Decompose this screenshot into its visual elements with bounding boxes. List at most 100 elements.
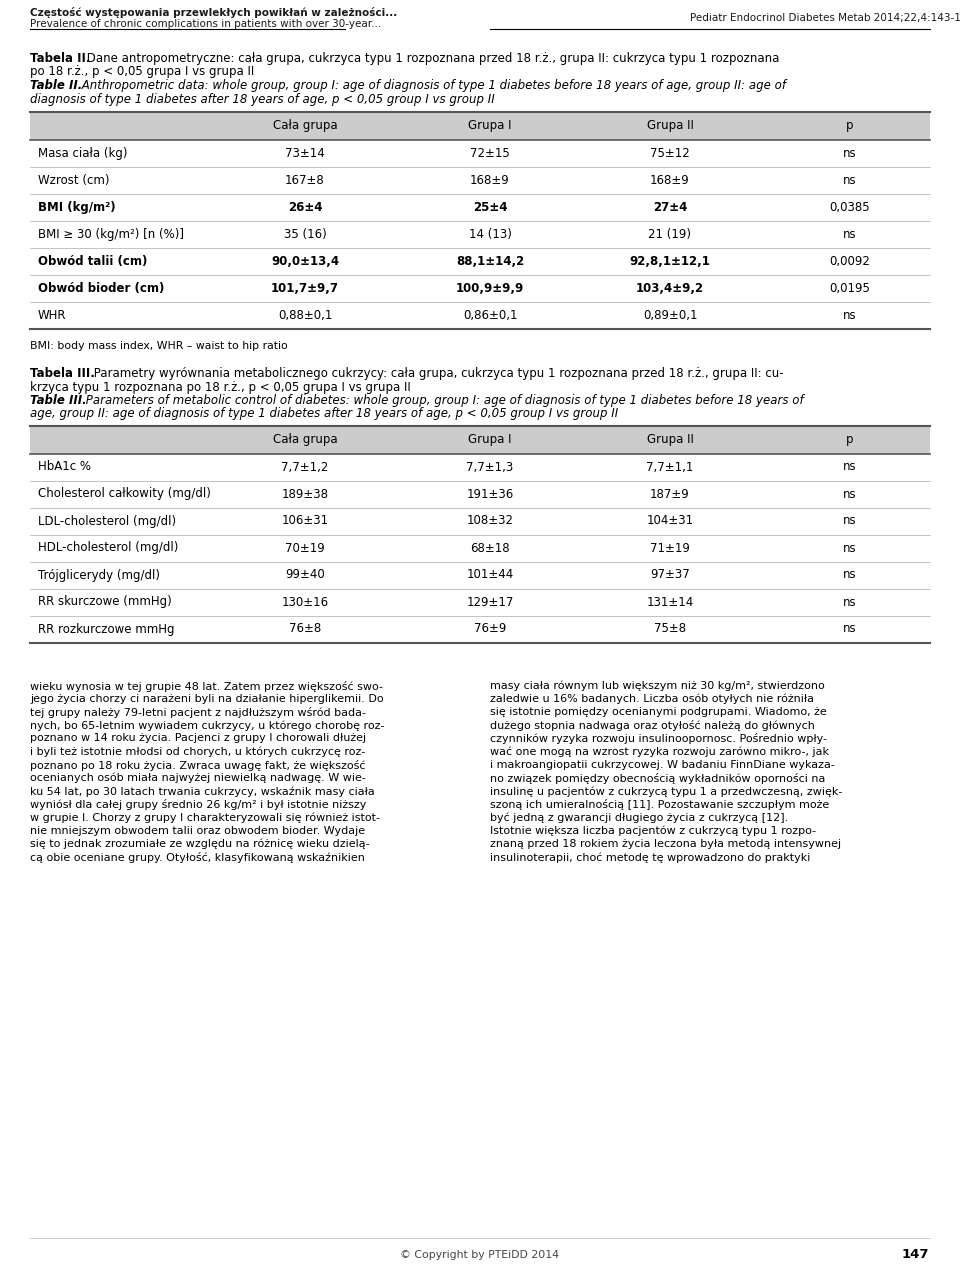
Bar xyxy=(30,481,930,507)
Text: 27±4: 27±4 xyxy=(653,201,687,214)
Text: Table II.: Table II. xyxy=(30,78,83,92)
Text: 88,1±14,2: 88,1±14,2 xyxy=(456,256,524,268)
Text: 7,7±1,3: 7,7±1,3 xyxy=(467,460,514,473)
Text: p: p xyxy=(847,433,853,447)
Text: 147: 147 xyxy=(901,1249,928,1261)
Bar xyxy=(30,453,930,481)
Text: ns: ns xyxy=(843,515,857,528)
Text: 101±44: 101±44 xyxy=(467,568,514,582)
Text: Obwód talii (cm): Obwód talii (cm) xyxy=(38,256,148,268)
Text: 130±16: 130±16 xyxy=(281,596,328,608)
Text: 75±12: 75±12 xyxy=(650,147,690,159)
Text: 72±15: 72±15 xyxy=(470,147,510,159)
Text: i byli też istotnie młodsi od chorych, u których cukrzycę roz-: i byli też istotnie młodsi od chorych, u… xyxy=(30,746,366,756)
Text: 71±19: 71±19 xyxy=(650,541,690,554)
Text: krzyca typu 1 rozpoznana po 18 r.ż., p < 0,05 grupa I vs grupa II: krzyca typu 1 rozpoznana po 18 r.ż., p <… xyxy=(30,381,411,393)
Bar xyxy=(30,562,930,588)
Text: 99±40: 99±40 xyxy=(285,568,324,582)
Text: wać one mogą na wzrost ryzyka rozwoju zarówno mikro-, jak: wać one mogą na wzrost ryzyka rozwoju za… xyxy=(490,746,829,756)
Text: RR skurczowe (mmHg): RR skurczowe (mmHg) xyxy=(38,596,172,608)
Text: Pediatr Endocrinol Diabetes Metab 2014;22,4:143-151: Pediatr Endocrinol Diabetes Metab 2014;2… xyxy=(690,13,960,23)
Text: jego życia chorzy ci narażeni byli na działanie hiperglikemii. Do: jego życia chorzy ci narażeni byli na dz… xyxy=(30,693,384,703)
Bar xyxy=(30,140,930,167)
Bar xyxy=(30,616,930,643)
Text: 0,89±0,1: 0,89±0,1 xyxy=(643,309,697,323)
Text: 189±38: 189±38 xyxy=(281,487,328,501)
Text: 0,88±0,1: 0,88±0,1 xyxy=(277,309,332,323)
Text: ns: ns xyxy=(843,568,857,582)
Bar xyxy=(30,221,930,248)
Text: 68±18: 68±18 xyxy=(470,541,510,554)
Text: Grupa II: Grupa II xyxy=(647,433,693,447)
Text: ns: ns xyxy=(843,175,857,187)
Text: 14 (13): 14 (13) xyxy=(468,228,512,242)
Text: Cholesterol całkowity (mg/dl): Cholesterol całkowity (mg/dl) xyxy=(38,487,211,501)
Text: 25±4: 25±4 xyxy=(472,201,507,214)
Text: wyniósł dla całej grupy średnio 26 kg/m² i był istotnie niższy: wyniósł dla całej grupy średnio 26 kg/m²… xyxy=(30,799,367,811)
Text: ku 54 lat, po 30 latach trwania cukrzycy, wskaźnik masy ciała: ku 54 lat, po 30 latach trwania cukrzycy… xyxy=(30,786,374,797)
Bar xyxy=(30,302,930,329)
Text: się to jednak zrozumiałe ze względu na różnicę wieku dzielą-: się to jednak zrozumiałe ze względu na r… xyxy=(30,839,370,849)
Text: 92,8,1±12,1: 92,8,1±12,1 xyxy=(630,256,710,268)
Text: ns: ns xyxy=(843,460,857,473)
Text: 7,7±1,2: 7,7±1,2 xyxy=(281,460,328,473)
Text: cą obie oceniane grupy. Otyłość, klasyfikowaną wskaźnikien: cą obie oceniane grupy. Otyłość, klasyfi… xyxy=(30,853,365,863)
Text: 106±31: 106±31 xyxy=(281,515,328,528)
Text: no związek pomiędzy obecnością wykładników oporności na: no związek pomiędzy obecnością wykładnik… xyxy=(490,773,826,784)
Text: Grupa I: Grupa I xyxy=(468,433,512,447)
Text: © Copyright by PTEiDD 2014: © Copyright by PTEiDD 2014 xyxy=(400,1250,560,1260)
Text: 108±32: 108±32 xyxy=(467,515,514,528)
Text: insulinoterapii, choć metodę tę wprowadzono do praktyki: insulinoterapii, choć metodę tę wprowadz… xyxy=(490,853,810,863)
Text: 167±8: 167±8 xyxy=(285,175,324,187)
Text: być jedną z gwarancji długiego życia z cukrzycą [12].: być jedną z gwarancji długiego życia z c… xyxy=(490,812,788,824)
Text: 75±8: 75±8 xyxy=(654,622,686,635)
Text: HDL-cholesterol (mg/dl): HDL-cholesterol (mg/dl) xyxy=(38,541,179,554)
Text: ns: ns xyxy=(843,596,857,608)
Text: się istotnie pomiędzy ocenianymi podgrupami. Wiadomo, że: się istotnie pomiędzy ocenianymi podgrup… xyxy=(490,707,827,717)
Text: Istotnie większa liczba pacjentów z cukrzycą typu 1 rozpo-: Istotnie większa liczba pacjentów z cukr… xyxy=(490,826,816,836)
Text: insulinę u pacjentów z cukrzycą typu 1 a przedwczesną, zwięk-: insulinę u pacjentów z cukrzycą typu 1 a… xyxy=(490,786,842,797)
Text: 70±19: 70±19 xyxy=(285,541,324,554)
Text: nie mniejszym obwodem talii oraz obwodem bioder. Wydaje: nie mniejszym obwodem talii oraz obwodem… xyxy=(30,826,365,836)
Text: 0,0092: 0,0092 xyxy=(829,256,871,268)
Text: 168±9: 168±9 xyxy=(650,175,690,187)
Bar xyxy=(30,113,930,140)
Text: tej grupy należy 79-letni pacjent z najdłuższym wśród bada-: tej grupy należy 79-letni pacjent z najd… xyxy=(30,707,366,719)
Text: age, group II: age of diagnosis of type 1 diabetes after 18 years of age, p < 0,: age, group II: age of diagnosis of type … xyxy=(30,407,618,420)
Text: BMI: body mass index, WHR – waist to hip ratio: BMI: body mass index, WHR – waist to hip… xyxy=(30,342,288,350)
Text: czynników ryzyka rozwoju insulinoopornosc. Pośrednio wpły-: czynników ryzyka rozwoju insulinoopornos… xyxy=(490,734,827,744)
Text: 97±37: 97±37 xyxy=(650,568,690,582)
Text: Masa ciała (kg): Masa ciała (kg) xyxy=(38,147,128,159)
Text: i makroangiopatii cukrzycowej. W badaniu FinnDiane wykaza-: i makroangiopatii cukrzycowej. W badaniu… xyxy=(490,760,835,769)
Text: ns: ns xyxy=(843,541,857,554)
Text: 21 (19): 21 (19) xyxy=(649,228,691,242)
Bar xyxy=(30,248,930,275)
Text: BMI ≥ 30 (kg/m²) [n (%)]: BMI ≥ 30 (kg/m²) [n (%)] xyxy=(38,228,184,242)
Text: 0,86±0,1: 0,86±0,1 xyxy=(463,309,517,323)
Text: 76±8: 76±8 xyxy=(289,622,322,635)
Text: masy ciała równym lub większym niż 30 kg/m², stwierdzono: masy ciała równym lub większym niż 30 kg… xyxy=(490,681,825,691)
Text: 7,7±1,1: 7,7±1,1 xyxy=(646,460,694,473)
Bar xyxy=(30,275,930,302)
Text: Prevalence of chronic complications in patients with over 30-year...: Prevalence of chronic complications in p… xyxy=(30,19,381,29)
Text: p: p xyxy=(847,119,853,133)
Text: 100,9±9,9: 100,9±9,9 xyxy=(456,282,524,295)
Text: po 18 r.ż., p < 0,05 grupa I vs grupa II: po 18 r.ż., p < 0,05 grupa I vs grupa II xyxy=(30,66,254,78)
Text: 0,0195: 0,0195 xyxy=(829,282,871,295)
Text: WHR: WHR xyxy=(38,309,66,323)
Text: znaną przed 18 rokiem życia leczona była metodą intensywnej: znaną przed 18 rokiem życia leczona była… xyxy=(490,839,841,849)
Text: Parametry wyrównania metabolicznego cukrzycy: cała grupa, cukrzyca typu 1 rozpoz: Parametry wyrównania metabolicznego cukr… xyxy=(90,367,783,380)
Text: 104±31: 104±31 xyxy=(646,515,693,528)
Bar xyxy=(30,194,930,221)
Text: 191±36: 191±36 xyxy=(467,487,514,501)
Text: 131±14: 131±14 xyxy=(646,596,694,608)
Text: LDL-cholesterol (mg/dl): LDL-cholesterol (mg/dl) xyxy=(38,515,176,528)
Text: 90,0±13,4: 90,0±13,4 xyxy=(271,256,339,268)
Bar xyxy=(30,425,930,453)
Bar xyxy=(30,167,930,194)
Text: Parameters of metabolic control of diabetes: whole group, group I: age of diagno: Parameters of metabolic control of diabe… xyxy=(82,393,804,407)
Text: Cała grupa: Cała grupa xyxy=(273,433,337,447)
Text: BMI (kg/m²): BMI (kg/m²) xyxy=(38,201,115,214)
Text: Częstość występowania przewlekłych powikłań w zależności...: Częstość występowania przewlekłych powik… xyxy=(30,8,397,18)
Text: 129±17: 129±17 xyxy=(467,596,514,608)
